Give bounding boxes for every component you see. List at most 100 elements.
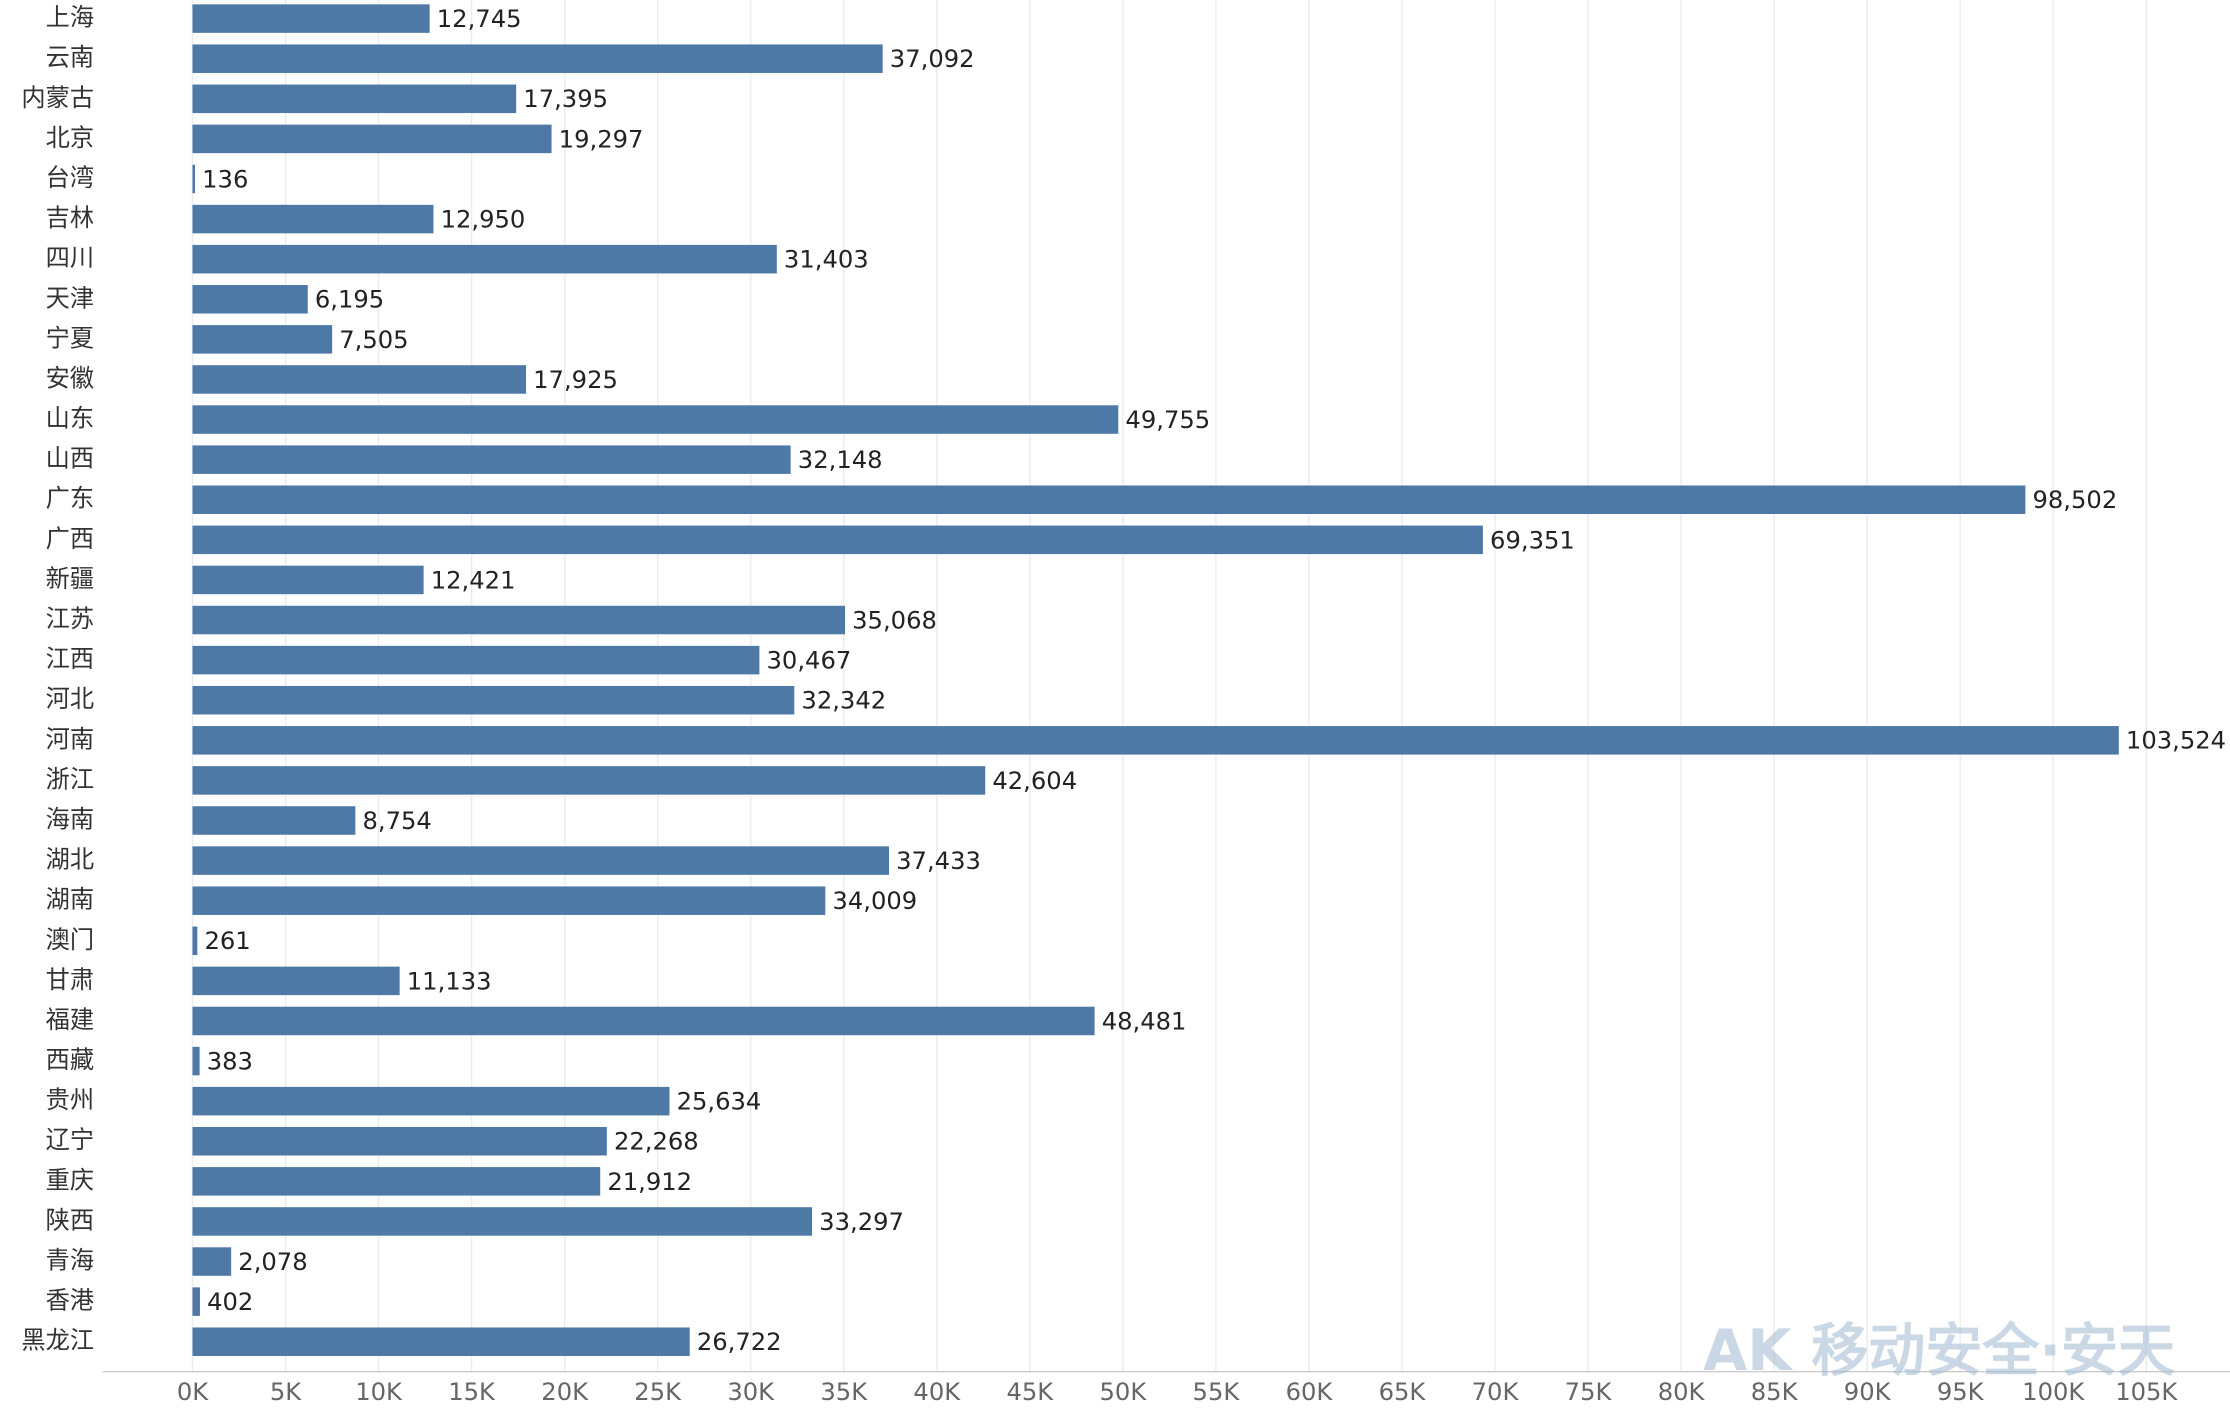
bar [192, 1327, 690, 1356]
y-tick-label: 湖南 [46, 886, 94, 914]
y-tick-label: 广西 [46, 525, 94, 553]
data-label: 31,403 [784, 246, 869, 274]
data-label: 48,481 [1102, 1007, 1187, 1035]
x-tick-label: 80K [1658, 1378, 1706, 1406]
x-tick-label: 90K [1844, 1378, 1892, 1406]
y-tick-label: 浙江 [46, 765, 94, 793]
data-label: 11,133 [407, 967, 492, 995]
x-tick-label: 100K [2022, 1378, 2085, 1406]
y-tick-label: 重庆 [46, 1166, 94, 1194]
bar [192, 1046, 200, 1076]
y-tick-label: 北京 [46, 124, 94, 152]
bar [192, 244, 777, 274]
data-label: 25,634 [677, 1088, 762, 1116]
bar [192, 565, 424, 595]
y-tick-label: 澳门 [46, 926, 94, 954]
bar [192, 1247, 232, 1276]
data-label: 7,505 [339, 326, 408, 354]
bar [192, 1207, 813, 1236]
bar [192, 84, 517, 114]
data-label: 12,745 [437, 5, 522, 33]
data-label: 103,524 [2126, 727, 2226, 755]
y-tick-label: 山东 [46, 405, 94, 433]
bar [192, 405, 1119, 434]
data-label: 49,755 [1125, 406, 1210, 434]
y-tick-label: 黑龙江 [21, 1327, 94, 1355]
bar [192, 1167, 601, 1196]
bar [192, 966, 400, 996]
x-tick-label: 5K [270, 1378, 302, 1406]
bar [192, 685, 795, 715]
bar [192, 1126, 607, 1156]
data-label: 32,342 [801, 687, 886, 715]
data-label: 19,297 [559, 125, 644, 153]
bar [192, 285, 308, 314]
x-tick-label: 75K [1565, 1378, 1613, 1406]
y-tick-label: 吉林 [46, 204, 94, 232]
y-tick-label: 云南 [46, 44, 94, 72]
y-tick-label: 安徽 [46, 364, 94, 392]
bar [192, 886, 826, 915]
bar [192, 124, 552, 154]
data-label: 69,351 [1490, 526, 1575, 554]
x-tick-label: 15K [448, 1378, 496, 1406]
y-tick-label: 甘肃 [46, 966, 94, 994]
x-tick-label: 40K [913, 1378, 961, 1406]
bar [192, 926, 198, 956]
bar [192, 645, 760, 675]
x-tick-label: 85K [1751, 1378, 1799, 1406]
y-tick-label: 天津 [46, 284, 94, 312]
y-tick-label: 贵州 [46, 1086, 94, 1114]
bar [192, 325, 333, 354]
x-tick-label: 45K [1006, 1378, 1054, 1406]
y-tick-label: 青海 [46, 1247, 94, 1275]
bar [192, 44, 883, 73]
x-tick-label: 55K [1193, 1378, 1241, 1406]
data-label: 383 [207, 1047, 253, 1075]
y-tick-label: 西藏 [46, 1046, 94, 1074]
y-tick-label: 山西 [46, 445, 94, 473]
data-label: 17,395 [523, 85, 608, 113]
x-tick-label: 70K [1472, 1378, 1520, 1406]
data-label: 12,950 [441, 206, 526, 234]
x-tick-label: 0K [177, 1378, 209, 1406]
y-tick-label: 宁夏 [46, 324, 94, 352]
bar [192, 726, 2119, 755]
y-tick-label: 辽宁 [46, 1126, 94, 1154]
data-label: 33,297 [819, 1208, 904, 1236]
bar [192, 365, 527, 394]
x-tick-label: 10K [355, 1378, 403, 1406]
x-tick-label: 50K [1100, 1378, 1148, 1406]
x-tick-label: 105K [2115, 1378, 2178, 1406]
y-tick-label: 湖北 [46, 846, 94, 874]
bar [192, 1006, 1095, 1036]
y-tick-label: 河南 [46, 725, 94, 753]
y-tick-label: 台湾 [46, 164, 94, 192]
data-label: 32,148 [798, 446, 883, 474]
data-label: 6,195 [315, 286, 384, 314]
data-label: 37,092 [890, 45, 975, 73]
data-label: 21,912 [607, 1168, 692, 1196]
y-tick-label: 海南 [46, 805, 94, 833]
y-tick-label: 河北 [46, 685, 94, 713]
data-label: 22,268 [614, 1128, 699, 1156]
y-tick-label: 四川 [46, 244, 94, 272]
bar [192, 4, 430, 33]
x-tick-label: 20K [541, 1378, 589, 1406]
y-tick-label: 江苏 [46, 605, 94, 633]
y-tick-label: 上海 [46, 4, 94, 32]
x-tick-label: 30K [727, 1378, 775, 1406]
bar [192, 525, 1483, 555]
data-label: 30,467 [767, 647, 852, 675]
x-tick-label: 65K [1379, 1378, 1427, 1406]
bar [192, 766, 986, 795]
data-label: 35,068 [852, 606, 937, 634]
data-label: 26,722 [697, 1328, 782, 1356]
bar [192, 1287, 200, 1316]
y-tick-label: 香港 [46, 1287, 94, 1315]
data-label: 42,604 [992, 767, 1077, 795]
bar [192, 204, 434, 234]
data-label: 34,009 [832, 887, 917, 915]
data-label: 17,925 [533, 366, 618, 394]
